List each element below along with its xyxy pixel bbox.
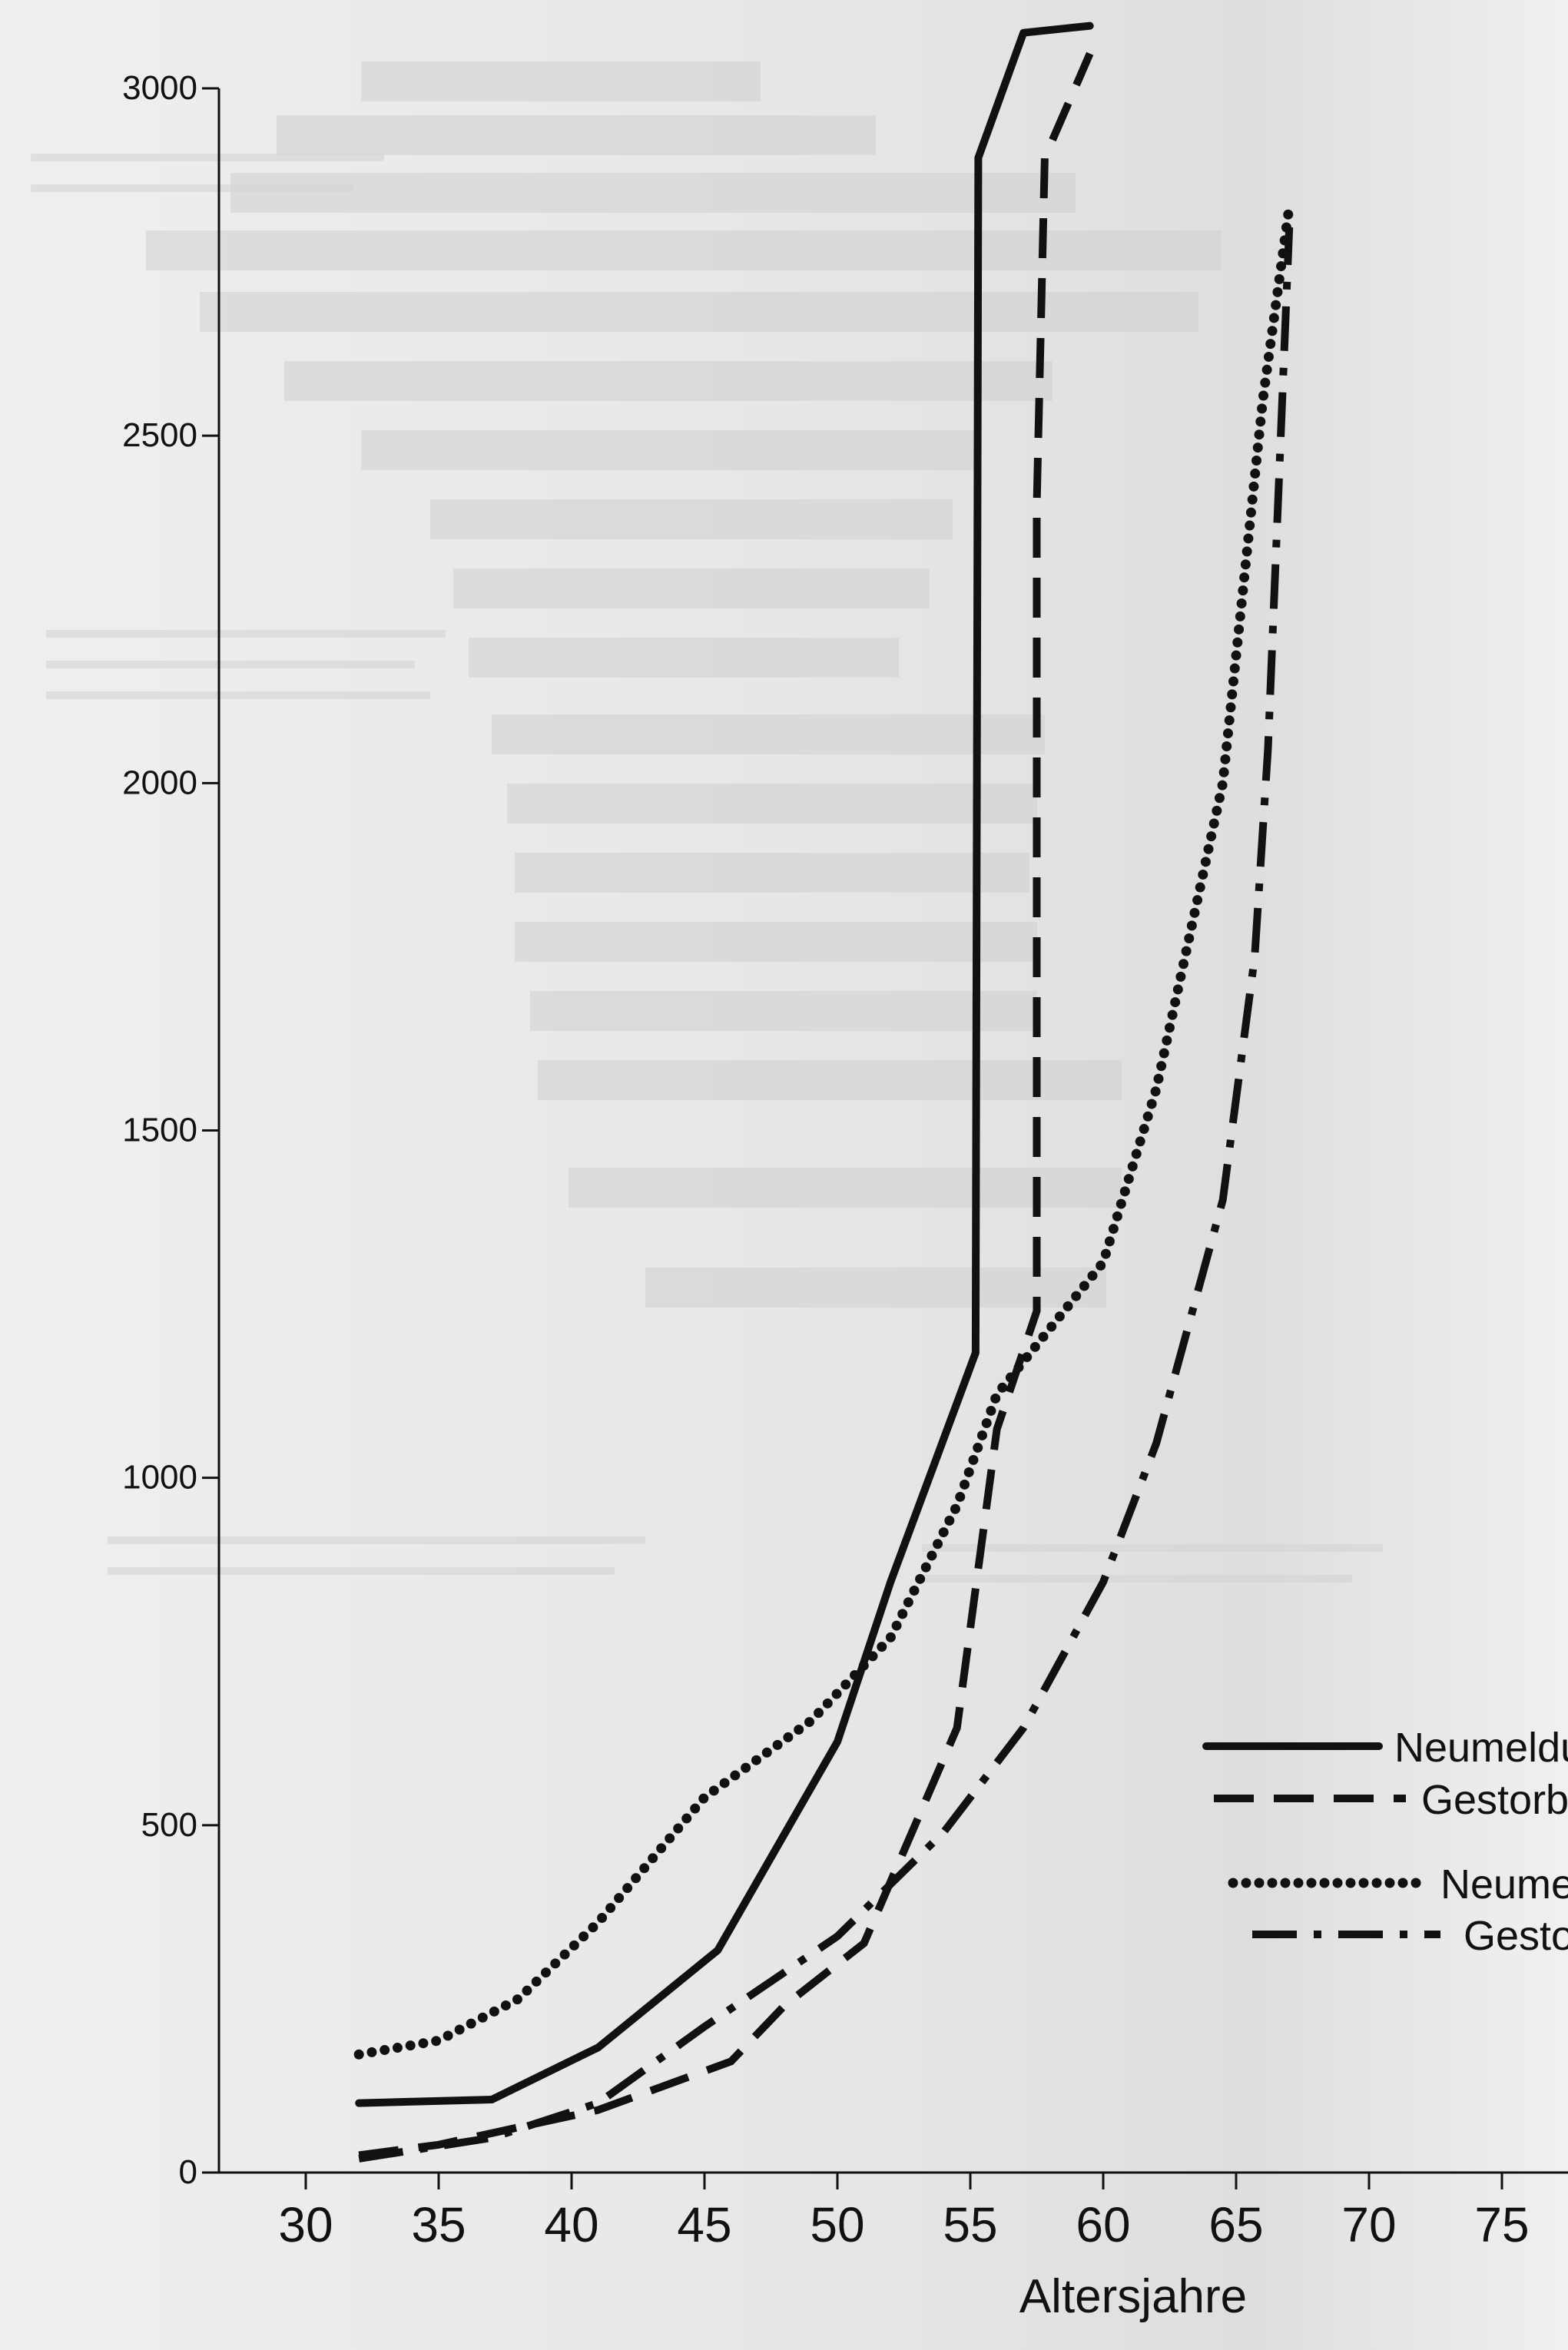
- bleed-through-text: [46, 661, 415, 668]
- x-tick-label: 75: [1474, 2197, 1529, 2252]
- bleed-through-bar: [361, 61, 761, 101]
- bleed-through-bar: [469, 638, 899, 678]
- x-tick-label: 30: [278, 2197, 333, 2252]
- x-tick-label: 70: [1341, 2197, 1396, 2252]
- bleed-through-bar: [453, 568, 930, 608]
- bleed-through-bar: [492, 714, 1045, 754]
- x-tick-label: 35: [411, 2197, 466, 2252]
- bleed-through-bar: [538, 1060, 1122, 1100]
- bleed-through-bar: [430, 499, 953, 539]
- x-tick-label: 55: [943, 2197, 997, 2252]
- bleed-through-bar: [507, 784, 1037, 824]
- bleed-through-text: [108, 1567, 615, 1575]
- y-tick-label: 3000: [122, 69, 197, 107]
- bleed-through-text: [46, 630, 446, 638]
- bleed-through-bar: [230, 173, 1076, 213]
- y-tick-label: 0: [179, 2153, 197, 2191]
- bleed-through-bar: [277, 115, 876, 155]
- series-layer: [353, 22, 1295, 2163]
- legend-label: Gesto: [1464, 1913, 1568, 1959]
- bleed-through-text: [108, 1536, 645, 1544]
- y-tick-label: 1000: [122, 1459, 197, 1497]
- legend: Neumeldun Gestorbe Neumel Gesto: [1202, 1725, 1568, 1959]
- x-axis-title: Altersjahre: [1019, 2270, 1247, 2323]
- x-tick-label: 45: [677, 2197, 731, 2252]
- series-line-dashdot: [358, 227, 1294, 2163]
- bleed-through-text: [922, 1544, 1383, 1552]
- y-tick-label: 1500: [122, 1112, 197, 1149]
- bleed-through-bar: [515, 922, 1037, 962]
- series-line-dashed: [358, 51, 1094, 2159]
- bleed-through-bar: [515, 853, 1029, 893]
- bleed-through-text: [31, 184, 353, 192]
- bleed-through-bar: [361, 430, 976, 470]
- y-tick-label: 2500: [122, 416, 197, 454]
- axes: 0 500 1000 1500 2000 2500 3000 30 35 40 45 50 55 60 65…: [122, 69, 1568, 2323]
- bleed-through-text: [922, 1575, 1352, 1583]
- x-tick-label: 60: [1076, 2197, 1130, 2252]
- legend-label: Gestorbe: [1421, 1777, 1568, 1823]
- y-tick-label: 2000: [122, 764, 197, 801]
- bleed-through-bar: [569, 1168, 1122, 1208]
- bleed-through-text: [46, 691, 430, 699]
- x-tick-label: 65: [1208, 2197, 1263, 2252]
- x-tick-label: 40: [544, 2197, 598, 2252]
- series-line-solid: [355, 22, 1094, 2107]
- bleed-through-bar: [200, 292, 1198, 332]
- bleed-through-text: [31, 154, 384, 161]
- series-line-dotted: [353, 201, 1295, 2060]
- bleed-through-bar: [645, 1268, 1106, 1308]
- bleed-through-bar: [530, 991, 1037, 1031]
- bleed-through-bar: [284, 361, 1053, 401]
- x-tick-label: 50: [810, 2197, 864, 2252]
- y-tick-label: 500: [141, 1806, 197, 1844]
- legend-label: Neumeldun: [1394, 1725, 1568, 1771]
- legend-label: Neumel: [1440, 1861, 1568, 1908]
